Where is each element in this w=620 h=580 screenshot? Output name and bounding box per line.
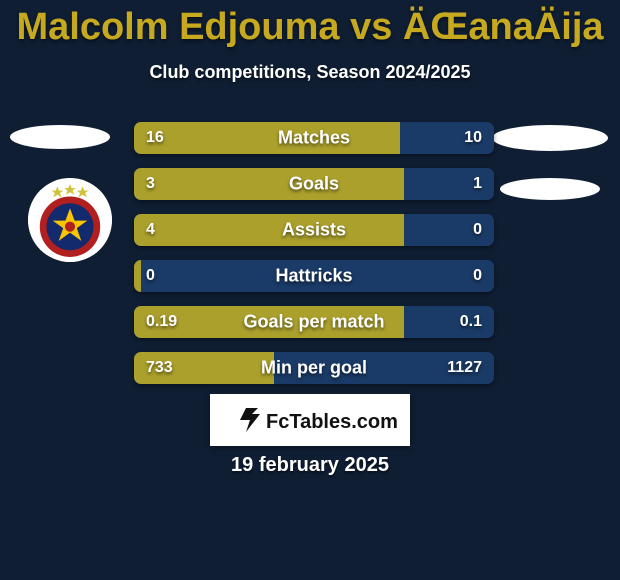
- fctables-text: FcTables.com: [266, 411, 398, 433]
- decor-ellipse: [500, 178, 600, 200]
- stat-label: Goals per match: [243, 312, 384, 333]
- stat-value-left: 3: [146, 175, 155, 193]
- date-text: 19 february 2025: [231, 454, 389, 477]
- stat-value-left: 0.19: [146, 313, 177, 331]
- stat-value-right: 1: [473, 175, 482, 193]
- stat-row: Hattricks 0 0: [134, 260, 494, 292]
- stat-label: Matches: [278, 128, 350, 149]
- stat-bar-left: [134, 214, 404, 246]
- stat-row: Goals 3 1: [134, 168, 494, 200]
- stat-value-right: 0.1: [460, 313, 482, 331]
- stat-value-right: 0: [473, 221, 482, 239]
- club-crest-left: [28, 178, 112, 262]
- decor-ellipse: [492, 125, 608, 151]
- fctables-logo: FcTables.com: [210, 394, 410, 446]
- stat-label: Min per goal: [261, 358, 367, 379]
- stat-bar-left: [134, 168, 404, 200]
- stat-label: Goals: [289, 174, 339, 195]
- stat-row: Matches 16 10: [134, 122, 494, 154]
- stat-row: Goals per match 0.19 0.1: [134, 306, 494, 338]
- fctables-mark-icon: [240, 408, 260, 432]
- stat-value-left: 16: [146, 129, 164, 147]
- stat-bar-left: [134, 122, 400, 154]
- stat-value-left: 4: [146, 221, 155, 239]
- stat-value-right: 0: [473, 267, 482, 285]
- decor-ellipse: [10, 125, 110, 149]
- subtitle: Club competitions, Season 2024/2025: [149, 62, 470, 83]
- stat-row: Assists 4 0: [134, 214, 494, 246]
- stat-bar-left: [134, 260, 141, 292]
- stat-value-left: 0: [146, 267, 155, 285]
- stat-label: Assists: [282, 220, 346, 241]
- stat-value-left: 733: [146, 359, 173, 377]
- page-title: Malcolm Edjouma vs ÄŒanaÄija: [16, 6, 603, 49]
- stat-row: Min per goal 733 1127: [134, 352, 494, 384]
- stat-value-right: 10: [464, 129, 482, 147]
- stat-label: Hattricks: [275, 266, 352, 287]
- stat-value-right: 1127: [447, 359, 482, 377]
